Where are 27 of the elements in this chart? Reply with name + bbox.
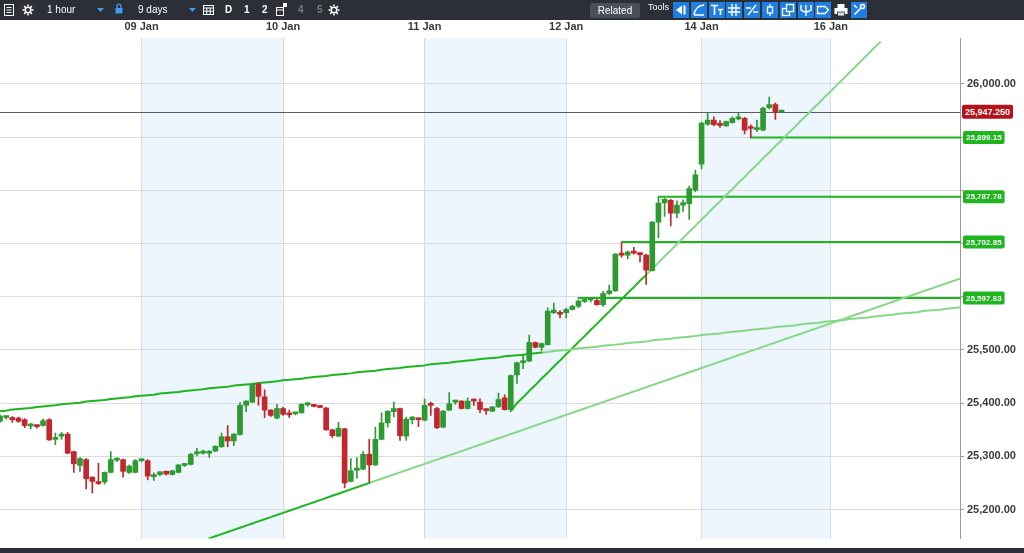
y-tick-label: 25,500.00	[967, 342, 1016, 355]
y-tick-label: 26,000.00	[967, 76, 1016, 89]
ref-line-label: 25,947.250	[965, 106, 1011, 117]
data-label: 25,787.78	[966, 192, 1003, 202]
y-tick-label: 25,200.00	[967, 502, 1016, 515]
x-tick-label: 11 Jan	[407, 20, 442, 33]
x-tick-label: 10 Jan	[265, 20, 301, 33]
candlestick	[427, 401, 434, 416]
text: 9 days	[138, 4, 168, 16]
x-tick-label: 14 Jan	[684, 20, 719, 33]
text: 4	[298, 4, 304, 16]
text: 2	[262, 4, 268, 16]
button: Related	[590, 3, 640, 18]
y-tick-label: 25,400.00	[967, 396, 1016, 409]
x-tick-label: 16 Jan	[813, 20, 849, 33]
text: Tools	[648, 1, 670, 13]
x-tick-label: 12 Jan	[549, 20, 584, 33]
text: 1 hour	[47, 4, 76, 16]
text: 1	[244, 4, 250, 16]
data-label: 25,702.85	[966, 237, 1003, 247]
text: D	[225, 4, 233, 16]
x-tick-label: 09 Jan	[124, 20, 159, 33]
data-label: 25,597.63	[966, 293, 1003, 303]
data-label: 25,899.15	[966, 133, 1003, 143]
candlestick	[224, 425, 231, 448]
text: 5	[317, 4, 323, 16]
y-tick-label: 25,300.00	[967, 449, 1016, 462]
